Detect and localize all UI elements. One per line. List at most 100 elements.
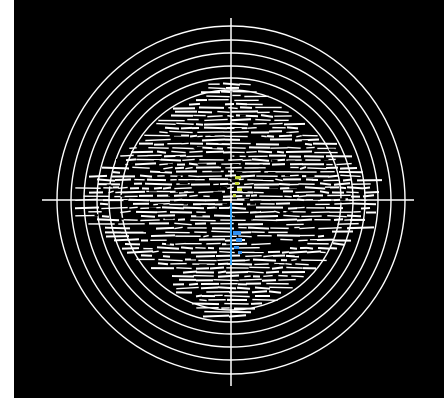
dark-gap: [175, 156, 180, 159]
speckle-segment: [217, 259, 231, 262]
yellow-marker-4: [233, 194, 236, 197]
speckle-segment: [263, 274, 273, 278]
speckle-segment: [145, 138, 171, 142]
speckle-segment: [209, 266, 225, 270]
dark-gap: [177, 140, 182, 143]
dark-gap: [191, 139, 198, 142]
speckle-segment: [118, 186, 128, 190]
speckle-segment: [228, 314, 247, 318]
speckle-segment: [227, 186, 234, 190]
speckle-segment: [96, 178, 116, 182]
speckle-segment: [182, 158, 195, 162]
speckle-segment: [222, 82, 241, 86]
speckle-segment: [217, 286, 237, 290]
dark-gap: [229, 161, 237, 164]
dark-gap: [183, 202, 188, 205]
speckle-segment: [164, 126, 180, 130]
dark-gap: [94, 214, 99, 217]
speckle-cloud: [74, 82, 383, 318]
dark-gap: [128, 163, 135, 166]
speckle-segment: [150, 234, 176, 238]
speckle-segment: [156, 122, 176, 126]
speckle-segment: [239, 174, 256, 178]
speckle-segment: [239, 278, 262, 281]
dark-gap: [143, 230, 148, 233]
dark-gap: [167, 163, 173, 166]
blue-marker-4: [238, 251, 242, 254]
speckle-segment: [295, 263, 309, 266]
speckle-segment: [74, 206, 100, 210]
speckle-segment: [362, 186, 371, 190]
dark-gap: [227, 177, 232, 180]
dark-gap: [287, 160, 296, 163]
center-markers: [230, 176, 242, 265]
speckle-segment: [296, 135, 302, 138]
speckle-segment: [252, 298, 278, 302]
dark-gap: [211, 169, 221, 172]
speckle-segment: [188, 102, 201, 106]
dark-gap: [246, 172, 250, 175]
dark-gap: [200, 204, 209, 207]
speckle-segment: [349, 199, 360, 202]
speckle-segment: [287, 146, 301, 149]
speckle-segment: [340, 174, 361, 178]
dark-gap: [256, 209, 260, 212]
dark-gap: [175, 172, 181, 175]
dark-gap: [123, 200, 129, 203]
speckle-segment: [229, 122, 249, 126]
dark-gap: [242, 190, 248, 193]
speckle-segment: [186, 155, 203, 158]
dark-gap: [284, 132, 290, 135]
speckle-segment: [126, 250, 154, 254]
speckle-segment: [202, 314, 230, 318]
speckle-segment: [180, 246, 194, 250]
speckle-segment: [260, 210, 275, 214]
speckle-segment: [286, 266, 303, 269]
speckle-segment: [269, 122, 283, 125]
dark-gap: [258, 168, 265, 171]
speckle-segment: [295, 191, 315, 194]
dark-gap: [215, 205, 219, 208]
blue-marker-3: [234, 246, 239, 249]
dark-gap: [340, 200, 345, 203]
speckle-segment: [294, 138, 320, 142]
speckle-segment: [273, 110, 289, 114]
dark-gap: [179, 182, 188, 185]
yellow-marker-2: [235, 182, 239, 185]
speckle-segment: [230, 118, 252, 122]
speckle-segment: [144, 182, 173, 186]
speckle-segment: [211, 230, 232, 233]
speckle-segment: [346, 186, 364, 190]
speckle-segment: [174, 222, 192, 226]
speckle-segment: [268, 290, 282, 294]
speckle-segment: [162, 186, 172, 190]
speckle-segment: [236, 286, 251, 290]
dark-gap: [320, 158, 329, 161]
speckle-segment: [245, 254, 262, 258]
speckle-segment: [188, 162, 200, 166]
speckle-segment: [195, 294, 203, 298]
speckle-segment: [159, 131, 168, 134]
speckle-segment: [327, 214, 347, 218]
dark-gap: [242, 194, 246, 197]
speckle-segment: [175, 242, 186, 245]
speckle-segment: [200, 286, 219, 290]
dark-gap: [248, 217, 253, 220]
speckle-segment: [182, 270, 198, 274]
dark-gap: [190, 257, 199, 260]
speckle-segment: [173, 198, 183, 202]
dark-gap: [239, 114, 246, 117]
polar-plot: [14, 0, 444, 398]
speckle-segment: [249, 210, 262, 214]
dark-gap: [234, 128, 242, 131]
speckle-segment: [174, 226, 183, 230]
speckle-segment: [228, 158, 243, 161]
speckle-segment: [96, 218, 120, 222]
dark-gap: [269, 186, 279, 189]
speckle-segment: [275, 218, 298, 222]
dark-gap: [231, 179, 239, 182]
dark-gap: [199, 264, 207, 267]
speckle-segment: [251, 242, 271, 246]
dark-gap: [259, 164, 263, 167]
speckle-segment: [149, 170, 173, 174]
